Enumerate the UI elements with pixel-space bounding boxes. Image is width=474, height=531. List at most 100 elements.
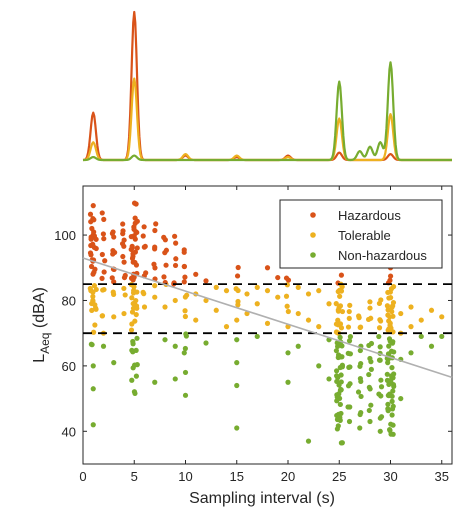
data-point xyxy=(428,343,435,349)
data-point xyxy=(182,313,188,320)
data-point xyxy=(234,425,240,431)
data-point xyxy=(336,382,342,388)
data-point xyxy=(102,258,108,264)
data-point xyxy=(87,211,94,217)
data-point xyxy=(390,422,396,428)
y-axis-label-unit: (dBA) xyxy=(31,287,48,332)
data-point xyxy=(90,363,96,369)
legend-marker-tolerable xyxy=(310,232,316,238)
data-point xyxy=(377,415,383,421)
data-point xyxy=(101,269,107,275)
data-point xyxy=(122,272,128,279)
data-point xyxy=(132,220,138,226)
data-point xyxy=(336,391,342,397)
data-point xyxy=(110,289,116,295)
data-point xyxy=(132,318,138,324)
data-point xyxy=(439,314,445,320)
data-point xyxy=(376,333,382,340)
data-point xyxy=(386,343,392,349)
data-point xyxy=(244,291,250,297)
data-point xyxy=(134,335,140,341)
data-point xyxy=(130,341,136,347)
data-point xyxy=(408,350,414,356)
data-point xyxy=(130,277,136,283)
data-point xyxy=(90,422,96,428)
x-tick-label: 10 xyxy=(178,469,192,484)
data-point xyxy=(234,337,240,343)
data-point xyxy=(172,297,178,304)
data-point xyxy=(184,292,190,298)
data-point xyxy=(132,390,138,397)
data-point xyxy=(418,333,424,340)
data-point xyxy=(264,320,271,326)
data-point xyxy=(338,386,344,393)
data-point xyxy=(376,325,383,331)
data-point xyxy=(131,284,137,290)
data-point xyxy=(99,210,105,216)
data-point xyxy=(283,275,290,281)
data-point xyxy=(203,297,209,304)
legend-label-hazardous: Hazardous xyxy=(338,208,401,223)
data-point xyxy=(390,381,397,388)
x-tick-label: 20 xyxy=(281,469,295,484)
data-point xyxy=(357,324,364,330)
data-point xyxy=(295,310,301,317)
data-point xyxy=(275,274,281,281)
y-tick-label: 40 xyxy=(62,424,76,439)
data-point xyxy=(133,311,139,318)
data-point xyxy=(193,271,199,277)
data-point xyxy=(386,391,393,397)
data-point xyxy=(134,245,140,251)
data-point xyxy=(333,348,340,354)
data-point xyxy=(111,314,117,320)
data-point xyxy=(346,418,353,425)
data-point xyxy=(172,262,179,269)
data-point xyxy=(101,216,107,222)
data-point xyxy=(120,221,126,227)
data-point xyxy=(109,275,115,281)
data-point xyxy=(93,236,99,242)
x-tick-label: 5 xyxy=(131,469,138,484)
data-point xyxy=(181,249,187,255)
data-point xyxy=(355,389,362,395)
data-point xyxy=(90,386,96,392)
data-point xyxy=(357,425,363,431)
data-point xyxy=(172,376,178,382)
data-point xyxy=(223,324,230,330)
x-tick-label: 35 xyxy=(435,469,449,484)
legend-marker-hazardous xyxy=(310,212,316,218)
data-point xyxy=(87,285,93,292)
data-point xyxy=(385,289,391,296)
data-point xyxy=(173,240,179,246)
data-point xyxy=(357,363,363,369)
data-point xyxy=(254,301,260,307)
data-point xyxy=(203,278,209,284)
data-point xyxy=(234,360,240,366)
data-point xyxy=(91,329,97,335)
data-point xyxy=(337,417,343,423)
data-point xyxy=(367,386,373,392)
data-point xyxy=(377,357,383,363)
data-point xyxy=(122,292,128,298)
data-point xyxy=(93,286,99,293)
data-point xyxy=(152,265,158,271)
data-point xyxy=(181,350,187,356)
data-point xyxy=(337,401,343,408)
data-point xyxy=(182,369,189,376)
data-point xyxy=(384,377,391,383)
data-point xyxy=(129,243,135,249)
trend-line-path xyxy=(82,257,453,379)
data-point xyxy=(223,288,230,294)
data-point xyxy=(130,290,137,296)
density-line-2 xyxy=(82,61,453,162)
data-point xyxy=(133,373,139,379)
data-point xyxy=(390,431,396,437)
data-point xyxy=(377,428,383,434)
data-point xyxy=(130,259,136,265)
data-point xyxy=(234,273,241,279)
data-point xyxy=(345,324,352,330)
data-point xyxy=(100,231,106,237)
data-point xyxy=(335,307,341,313)
data-point xyxy=(378,393,384,399)
legend-box xyxy=(279,199,443,269)
